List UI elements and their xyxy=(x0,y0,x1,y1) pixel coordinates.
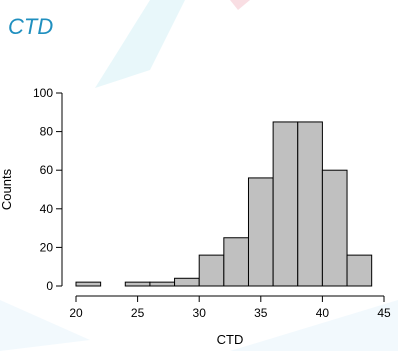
y-tick-label: 80 xyxy=(40,125,54,139)
y-tick-label: 20 xyxy=(40,240,54,254)
x-tick-label: 30 xyxy=(193,306,207,320)
y-axis: 0 20 40 60 80 100 xyxy=(33,86,63,293)
histogram-bar-10 xyxy=(321,169,348,287)
histogram-bar-2 xyxy=(124,281,151,287)
x-tick-label: 40 xyxy=(316,306,330,320)
x-tick-label: 45 xyxy=(377,306,391,320)
y-tick-label: 40 xyxy=(40,202,54,216)
x-axis: 20 25 30 35 40 45 xyxy=(69,295,391,320)
histogram-bar-11 xyxy=(346,254,373,287)
histogram-bar-9 xyxy=(297,121,323,287)
x-tick-label: 35 xyxy=(254,306,268,320)
y-tick-label: 100 xyxy=(33,86,53,100)
y-tick-label: 60 xyxy=(40,163,54,177)
page-title: CTD xyxy=(8,14,54,39)
histogram-bar-6 xyxy=(223,237,249,287)
y-axis-label: Counts xyxy=(0,168,14,210)
histogram-bar-8 xyxy=(272,121,299,287)
histogram-bar-3 xyxy=(149,281,176,287)
histogram-bar-0 xyxy=(75,281,102,287)
histogram-bar-7 xyxy=(247,177,274,287)
y-tick-label: 0 xyxy=(46,279,53,293)
x-tick-label: 25 xyxy=(131,306,145,320)
x-tick-label: 20 xyxy=(69,306,83,320)
histogram-bars xyxy=(75,121,373,287)
histogram-bar-5 xyxy=(198,254,225,287)
x-axis-label: CTD xyxy=(217,332,244,347)
histogram-bar-4 xyxy=(174,277,200,287)
